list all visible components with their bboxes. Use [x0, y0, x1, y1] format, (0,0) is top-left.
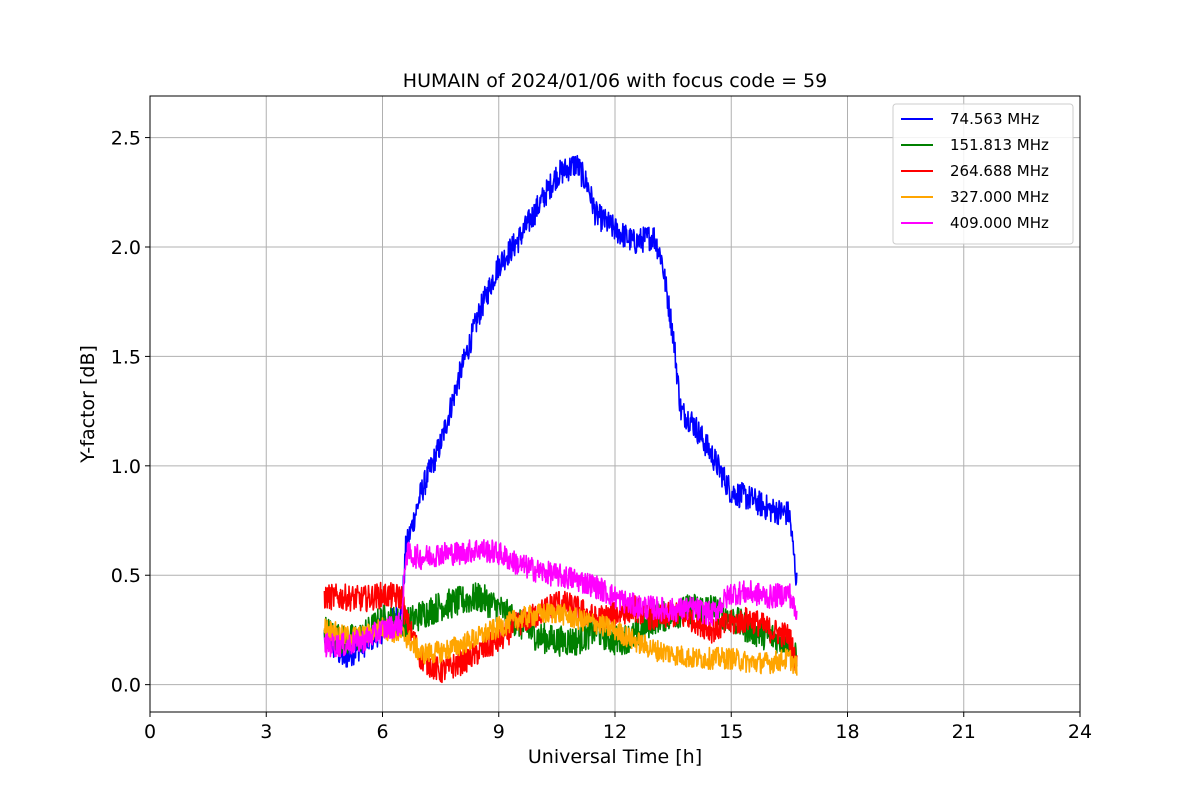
x-tick-label: 6 — [376, 721, 388, 743]
plot-area — [323, 154, 798, 684]
y-axis: 0.0 0.5 1.0 1.5 2.0 2.5 — [111, 128, 150, 697]
x-tick-label: 3 — [260, 721, 272, 743]
x-tick-label: 9 — [493, 721, 505, 743]
x-tick-label: 15 — [719, 721, 743, 743]
x-axis: 0 3 6 9 12 15 18 21 24 — [144, 712, 1092, 743]
y-tick-label: 2.0 — [111, 237, 141, 259]
x-axis-label: Universal Time [h] — [528, 746, 702, 768]
y-tick-label: 1.5 — [111, 346, 141, 368]
series-line — [323, 539, 798, 658]
y-tick-label: 2.5 — [111, 128, 141, 150]
y-tick-label: 0.5 — [111, 565, 141, 587]
x-tick-label: 21 — [952, 721, 976, 743]
x-tick-label: 12 — [603, 721, 627, 743]
x-tick-label: 24 — [1068, 721, 1092, 743]
legend-label: 151.813 MHz — [950, 136, 1049, 154]
legend: 74.563 MHz 151.813 MHz 264.688 MHz 327.000 … — [892, 103, 1074, 245]
y-tick-label: 1.0 — [111, 456, 141, 478]
chart-title: HUMAIN of 2024/01/06 with focus code = 5… — [403, 70, 827, 92]
y-tick-label: 0.0 — [111, 675, 141, 697]
series-line — [323, 602, 798, 676]
legend-label: 264.688 MHz — [950, 162, 1049, 180]
x-tick-label: 18 — [835, 721, 859, 743]
x-tick-label: 0 — [144, 721, 156, 743]
legend-label: 409.000 MHz — [950, 214, 1049, 232]
legend-label: 74.563 MHz — [950, 110, 1039, 128]
y-axis-label: Y-factor [dB] — [77, 345, 99, 464]
legend-label: 327.000 MHz — [950, 188, 1049, 206]
legend-box — [892, 103, 1074, 245]
